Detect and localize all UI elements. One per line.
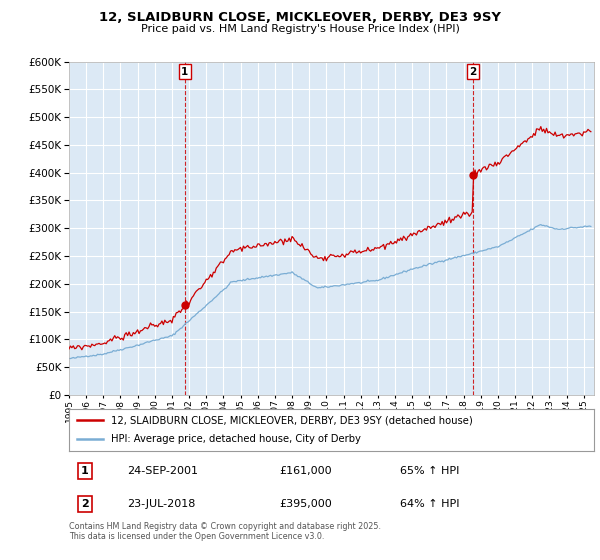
Text: 64% ↑ HPI: 64% ↑ HPI — [400, 499, 459, 509]
Text: 2: 2 — [469, 67, 476, 77]
Text: £161,000: £161,000 — [279, 466, 332, 476]
Text: 12, SLAIDBURN CLOSE, MICKLEOVER, DERBY, DE3 9SY (detached house): 12, SLAIDBURN CLOSE, MICKLEOVER, DERBY, … — [111, 415, 473, 425]
Text: HPI: Average price, detached house, City of Derby: HPI: Average price, detached house, City… — [111, 435, 361, 445]
Text: 24-SEP-2001: 24-SEP-2001 — [127, 466, 198, 476]
Text: 65% ↑ HPI: 65% ↑ HPI — [400, 466, 459, 476]
Text: 12, SLAIDBURN CLOSE, MICKLEOVER, DERBY, DE3 9SY: 12, SLAIDBURN CLOSE, MICKLEOVER, DERBY, … — [99, 11, 501, 24]
Text: Contains HM Land Registry data © Crown copyright and database right 2025.
This d: Contains HM Land Registry data © Crown c… — [69, 522, 381, 542]
Text: 1: 1 — [81, 466, 89, 476]
Text: £395,000: £395,000 — [279, 499, 332, 509]
Text: 23-JUL-2018: 23-JUL-2018 — [127, 499, 195, 509]
Text: 1: 1 — [181, 67, 188, 77]
Text: Price paid vs. HM Land Registry's House Price Index (HPI): Price paid vs. HM Land Registry's House … — [140, 24, 460, 34]
Text: 2: 2 — [81, 499, 89, 509]
